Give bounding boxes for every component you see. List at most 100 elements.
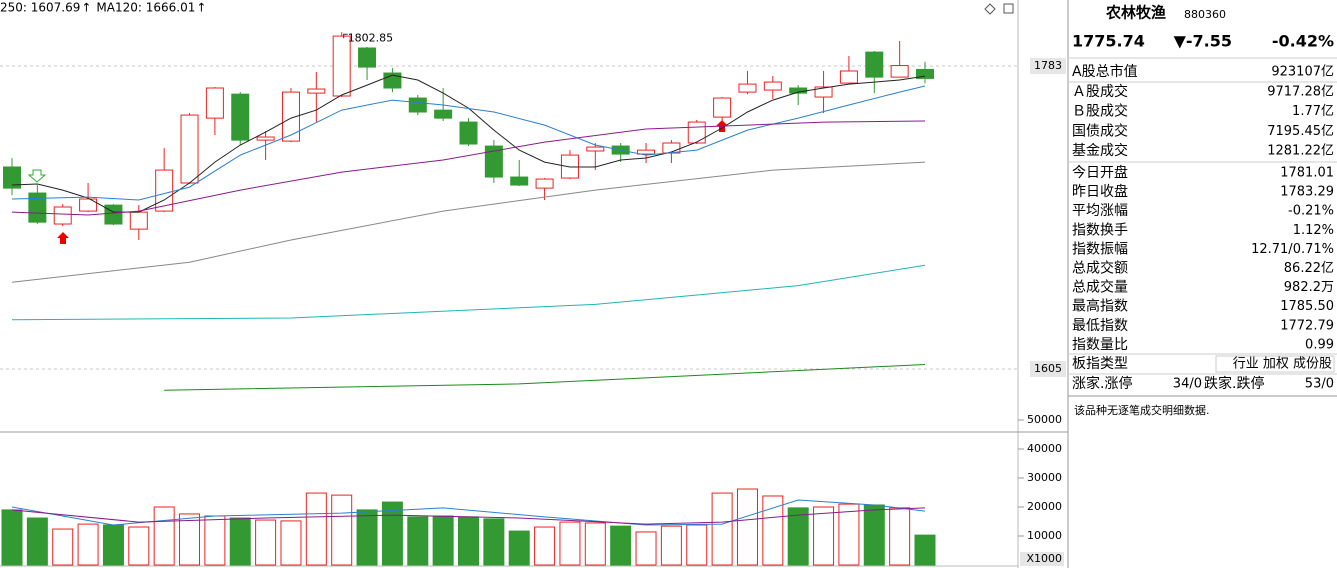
legend-label: MA120: 1666.01 [96, 1, 195, 15]
row-value: 1281.22亿 [1267, 144, 1334, 159]
volume-bar [356, 509, 378, 566]
change-pct: -0.42% [1272, 32, 1334, 51]
volume-bar [77, 523, 99, 566]
y-tick-label: 1605 [1034, 362, 1062, 375]
row-value: 9717.28亿 [1267, 84, 1334, 99]
volume-bar [736, 488, 758, 566]
volume-bar [508, 530, 530, 566]
row-value: -0.21% [1288, 204, 1334, 219]
row-label: 平均涨幅 [1072, 203, 1128, 219]
buy-arrow [57, 232, 69, 244]
candle-body [738, 83, 757, 93]
diamond-icon[interactable] [984, 3, 996, 15]
row-label: 总成交量 [1072, 279, 1128, 296]
ma-line [11, 120, 926, 216]
candle-body [180, 114, 199, 184]
row-value: 1783.29 [1280, 185, 1334, 200]
y-tick-label: 1783 [1034, 59, 1062, 72]
candle-body [205, 87, 224, 119]
candle-body [865, 51, 884, 78]
candle-body [890, 65, 909, 78]
fall-value: 53/0 [1305, 377, 1334, 392]
candle-body [129, 211, 148, 230]
volume-bar [559, 521, 581, 566]
row-value: 0.99 [1305, 337, 1334, 352]
row-value: 12.71/0.71% [1251, 242, 1334, 257]
candle-body [307, 88, 326, 94]
row-label: 指数量比 [1072, 337, 1128, 353]
volume-bar [26, 517, 48, 566]
candle-body [28, 192, 47, 223]
candle-body [484, 145, 503, 178]
volume-bar [204, 515, 226, 566]
candle-body [3, 166, 21, 189]
row-value: 1.12% [1293, 223, 1334, 238]
candle-body [256, 136, 275, 141]
row-label: 总成交额 [1072, 260, 1128, 277]
volume-bar [534, 526, 556, 566]
volume-bar [660, 525, 682, 566]
high-marker [343, 33, 348, 39]
candle-body [839, 70, 858, 84]
legend-label: 250: 1607.69 [0, 1, 80, 15]
row-label: Ｂ股成交 [1072, 103, 1128, 120]
volume-bar [52, 528, 74, 566]
candle-body [104, 204, 123, 225]
row-label: 指数振幅 [1072, 241, 1128, 257]
row-label: 最低指数 [1072, 318, 1128, 334]
stock-code: 880360 [1184, 8, 1226, 21]
ma-line [11, 161, 926, 283]
y-tick-box [1030, 361, 1066, 378]
volume-bar [432, 515, 454, 566]
square-icon[interactable] [1003, 3, 1014, 14]
candle-body [814, 86, 833, 98]
row-label: 国债成交 [1072, 122, 1128, 139]
y-tick-label: 40000 [1027, 442, 1062, 455]
candle-body [459, 121, 478, 145]
row-value: 86.22亿 [1284, 261, 1334, 276]
volume-bar [914, 534, 936, 566]
candle-body [535, 178, 554, 189]
volume-bar [179, 513, 201, 566]
ma-line [11, 85, 926, 201]
row-value: 1772.79 [1280, 318, 1334, 333]
volume-bar [458, 516, 479, 566]
volume-bar [305, 492, 327, 566]
volume-bar [863, 504, 885, 566]
row-value: 1.77亿 [1292, 104, 1334, 119]
rise-label: 涨家.涨停 [1072, 375, 1132, 392]
row-label: 指数换手 [1072, 221, 1128, 238]
type-value[interactable]: 行业 加权 成份股 [1233, 356, 1332, 372]
volume-bar [787, 507, 809, 566]
rise-value: 34/0 [1173, 377, 1202, 392]
candle-body [434, 109, 453, 119]
volume-bar [889, 507, 911, 566]
volume-bar [813, 506, 835, 566]
volume-bar [762, 495, 784, 566]
volume-bar [584, 522, 606, 566]
volume-bar [280, 520, 302, 566]
row-value: 982.2万 [1284, 280, 1334, 295]
type-label: 板指类型 [1072, 356, 1128, 372]
candle-body [332, 35, 351, 97]
volume-bar [331, 494, 353, 566]
y-tick-label: 20000 [1027, 500, 1062, 513]
row-label: 基金成交 [1072, 142, 1128, 159]
volume-bar [635, 531, 657, 566]
volume-bar [711, 492, 733, 566]
candle-body [763, 81, 782, 91]
candle-body [155, 169, 174, 212]
row-value: 923107亿 [1271, 65, 1334, 80]
candle-body [916, 68, 934, 79]
row-label: 昨日收盘 [1072, 183, 1128, 200]
y-tick-label: 10000 [1027, 529, 1062, 542]
volume-bar [610, 525, 632, 566]
ma-line [11, 264, 926, 321]
volume-bar [229, 517, 251, 566]
volume-bar [128, 526, 150, 566]
change: ▼-7.55 [1174, 32, 1232, 51]
candle-body [53, 206, 72, 225]
ma-line [164, 364, 926, 391]
